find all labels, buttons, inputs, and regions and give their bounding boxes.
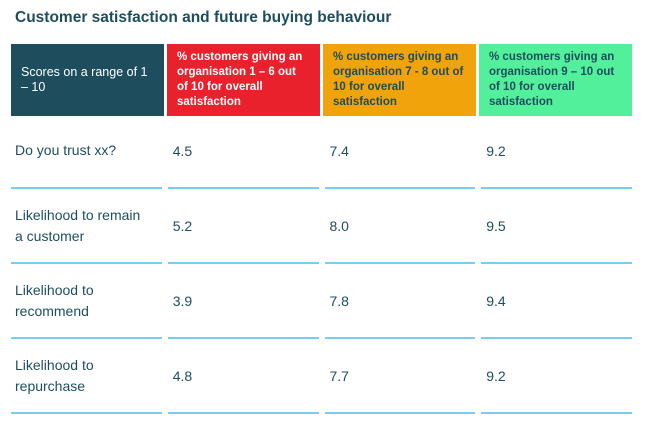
row-value-mid: 7.8 — [324, 264, 476, 339]
row-value-mid: 8.0 — [324, 189, 476, 264]
header-line: 10 for overall satisfaction — [333, 81, 405, 108]
row-value-low: 5.2 — [167, 189, 319, 264]
header-line: of 10 for overall satisfaction — [177, 81, 263, 108]
row-value-mid: 7.4 — [324, 114, 476, 189]
header-line: organisation 9 – 10 out — [489, 66, 615, 78]
row-value-high: 9.2 — [481, 114, 632, 189]
header-line: organisation 7 - 8 out of — [333, 66, 464, 78]
header-score-1-6: % customers giving an organisation 1 – 6… — [167, 44, 320, 116]
row-value-high: 9.4 — [481, 264, 632, 339]
page-title: Customer satisfaction and future buying … — [15, 9, 392, 26]
header-line: % customers giving an — [489, 51, 615, 63]
header-line: Scores on a range of 1 – 10 — [21, 65, 148, 94]
table-row-repurchase: Likelihood to repurchase 4.8 7.7 9.2 — [11, 339, 632, 414]
table-row-remain-customer: Likelihood to remain a customer 5.2 8.0 … — [11, 189, 632, 264]
table-header-row: Scores on a range of 1 – 10 % customers … — [11, 44, 632, 116]
table-row-recommend: Likelihood to recommend 3.9 7.8 9.4 — [11, 264, 632, 339]
row-label: Likelihood to recommend — [11, 264, 162, 339]
header-scores-range: Scores on a range of 1 – 10 — [11, 44, 164, 116]
row-value-high: 9.5 — [481, 189, 632, 264]
header-line: % customers giving an — [333, 51, 459, 63]
satisfaction-table: Scores on a range of 1 – 10 % customers … — [11, 44, 632, 414]
header-line: % customers giving an — [177, 51, 303, 63]
row-label: Likelihood to repurchase — [11, 339, 162, 414]
table-row-trust: Do you trust xx? 4.5 7.4 9.2 — [11, 114, 632, 189]
row-value-mid: 7.7 — [324, 339, 476, 414]
header-line: of 10 for overall satisfaction — [489, 81, 575, 108]
row-value-low: 3.9 — [167, 264, 319, 339]
row-value-high: 9.2 — [481, 339, 632, 414]
row-label: Do you trust xx? — [11, 114, 162, 189]
row-value-low: 4.5 — [167, 114, 319, 189]
row-label: Likelihood to remain a customer — [11, 189, 162, 264]
row-value-low: 4.8 — [167, 339, 319, 414]
header-score-9-10: % customers giving an organisation 9 – 1… — [479, 44, 632, 116]
header-score-7-8: % customers giving an organisation 7 - 8… — [323, 44, 476, 116]
header-line: organisation 1 – 6 out — [177, 66, 296, 78]
